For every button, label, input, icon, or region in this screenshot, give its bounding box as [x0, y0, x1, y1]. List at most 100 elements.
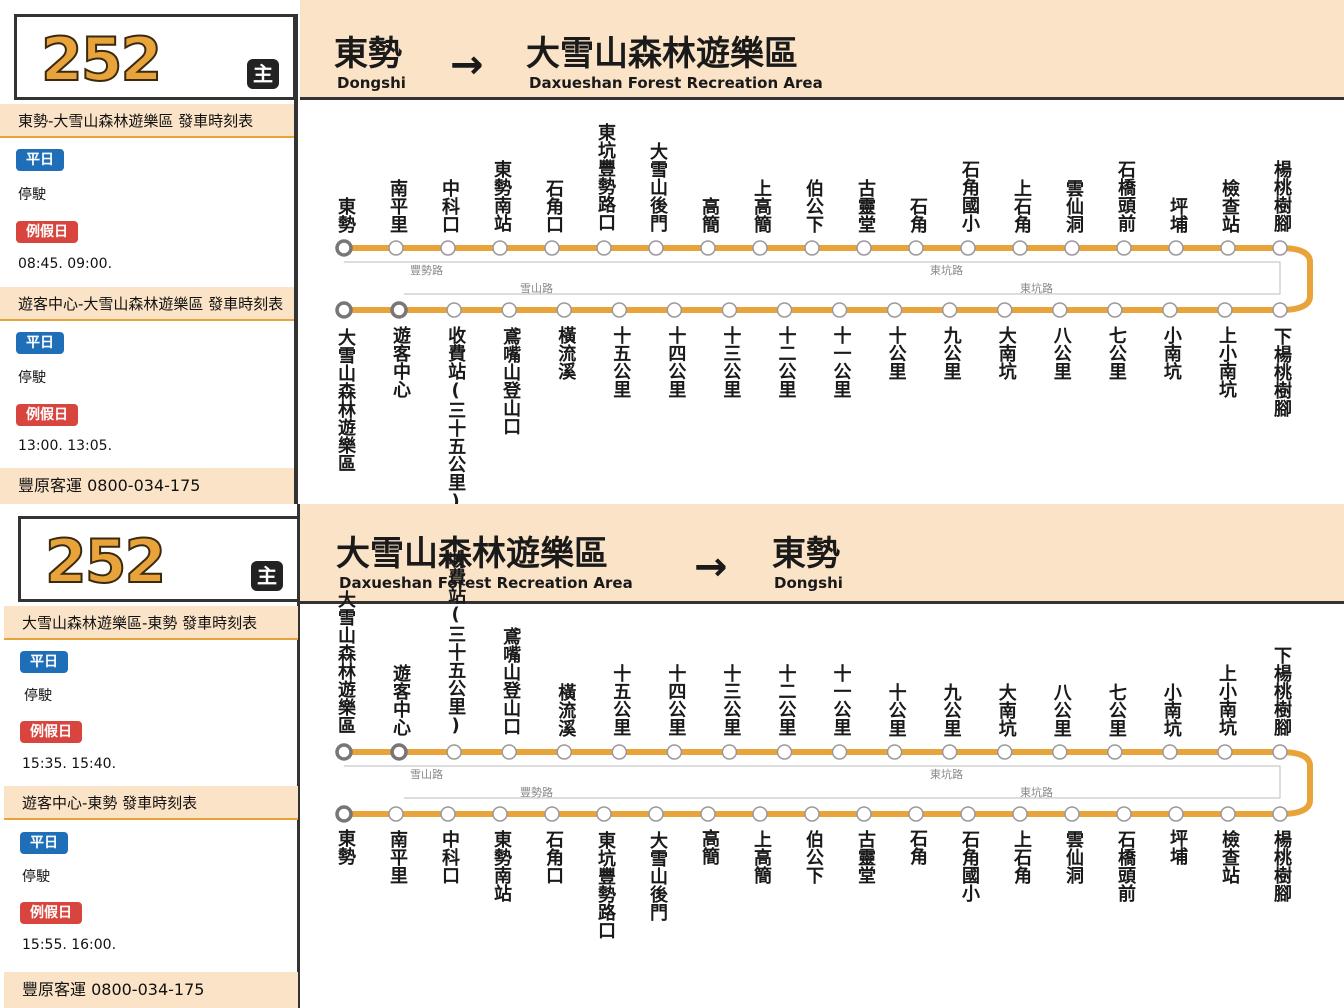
stop-label: 十二公里 — [775, 664, 797, 736]
stop-marker — [335, 301, 353, 319]
stop-label: 九公里 — [940, 325, 962, 380]
stop-label: 大雪山森林遊樂區 — [335, 328, 356, 472]
stop-label: 十一公里 — [830, 664, 852, 736]
stop-label: 七公里 — [1105, 682, 1127, 737]
stop-label: 十二公里 — [775, 326, 797, 398]
stop-marker — [1272, 302, 1288, 318]
road-label: 雪山路 — [520, 282, 553, 295]
stop-marker — [492, 240, 508, 256]
stop-label: 石橋頭前 — [1115, 160, 1136, 232]
road-label: 東坑路 — [1020, 785, 1053, 799]
stop-marker — [1064, 240, 1080, 256]
stop-label: 鳶嘴山登山口 — [500, 327, 522, 435]
stop-label: 小南坑 — [1160, 682, 1182, 737]
stop-label: 十四公里 — [665, 326, 687, 398]
direction-header: 大雪山森林遊樂區 Daxueshan Forest Recreation Are… — [296, 504, 1344, 604]
weekday-badge: 平日 — [16, 332, 64, 354]
stop-marker — [611, 744, 628, 760]
stop-marker — [1168, 806, 1184, 822]
stop-label: 東坑豐勢路口 — [595, 831, 616, 939]
stop-label: 十五公里 — [610, 664, 632, 736]
operator-contact: 豐原客運 0800-034-175 — [0, 468, 294, 504]
stop-marker — [335, 805, 353, 823]
stop-label: 十五公里 — [610, 326, 632, 398]
stop-label: 楊桃樹腳 — [1271, 160, 1292, 232]
road-label: 東坑路 — [1020, 281, 1053, 295]
stop-label: 南平里 — [387, 829, 408, 884]
stop-marker — [752, 240, 768, 256]
origin-stop-name: 東勢 — [334, 34, 402, 74]
stop-label: 上小南坑 — [1215, 326, 1237, 398]
stop-label: 古靈堂 — [855, 829, 876, 884]
stop-label: 大雪山後門 — [647, 830, 668, 921]
stop-marker — [721, 302, 738, 318]
stop-label: 下楊桃樹腳 — [1271, 645, 1292, 736]
stop-marker — [1107, 744, 1123, 760]
stop-marker — [666, 302, 683, 318]
destination-stop-name: 東勢 — [772, 534, 840, 574]
route-badge: 252 主 — [14, 14, 296, 100]
stop-label: 高簡 — [699, 197, 720, 233]
stop-marker — [596, 240, 612, 256]
stop-marker — [1162, 302, 1178, 318]
holiday-times: 08:45. 09:00. — [18, 256, 113, 272]
stop-label: 十一公里 — [830, 326, 852, 398]
stop-marker — [1220, 806, 1236, 822]
stop-label: 七公里 — [1105, 325, 1127, 380]
holiday-times: 13:00. 13:05. — [18, 438, 113, 454]
stop-label: 高簡 — [699, 829, 720, 865]
stop-marker — [446, 744, 462, 760]
road-label: 東坑路 — [930, 767, 963, 781]
road-label: 東坑路 — [930, 263, 963, 277]
schedule-title: 東勢-大雪山森林遊樂區 發車時刻表 — [0, 104, 294, 138]
stop-marker — [776, 744, 793, 760]
stop-label: 十公里 — [885, 682, 907, 737]
stop-label: 八公里 — [1050, 325, 1072, 380]
stop-marker — [335, 743, 353, 761]
stop-marker — [941, 744, 958, 760]
stop-marker — [1064, 806, 1080, 822]
stop-marker — [1272, 806, 1288, 822]
stop-label: 十公里 — [885, 325, 907, 380]
main-line-badge: 主 — [247, 59, 279, 89]
stop-marker — [908, 240, 924, 256]
stop-marker — [752, 806, 768, 822]
direction-arrow-icon: → — [694, 544, 728, 590]
origin-stop-en: Dongshi — [337, 74, 406, 92]
weekday-badge: 平日 — [20, 651, 68, 673]
road-label: 雪山路 — [410, 768, 443, 781]
stop-marker — [390, 301, 408, 319]
origin-stop-en: Daxueshan Forest Recreation Area — [339, 574, 633, 592]
stop-marker — [996, 302, 1013, 318]
stop-label: 上高簡 — [751, 178, 772, 233]
stop-marker — [804, 240, 820, 256]
stop-marker — [1217, 744, 1233, 760]
weekday-times: 停駛 — [24, 688, 52, 704]
stop-label: 橫流溪 — [555, 682, 577, 737]
stop-marker — [544, 806, 560, 822]
stop-marker — [446, 302, 462, 318]
stop-marker — [648, 806, 664, 822]
stop-label: 中科口 — [439, 829, 460, 884]
route-badge: 252 主 — [18, 516, 300, 602]
stop-marker — [1052, 302, 1068, 318]
stop-label: 橫流溪 — [555, 325, 577, 380]
stop-label: 東勢 — [335, 829, 356, 865]
route-line — [344, 749, 1313, 817]
stop-marker — [1012, 240, 1028, 256]
stop-label: 遊客中心 — [390, 326, 412, 398]
stop-label: 遊客中心 — [390, 664, 412, 736]
stop-marker — [666, 744, 683, 760]
stop-marker — [804, 806, 820, 822]
stop-label: 南平里 — [387, 178, 408, 233]
road-guide — [344, 261, 1281, 295]
stop-marker — [440, 240, 456, 256]
weekday-times: 停駛 — [18, 187, 46, 203]
schedule-sidebar: 252 主 大雪山森林遊樂區-東勢 發車時刻表 平日 停駛 例假日 15:35.… — [0, 504, 300, 1008]
stop-label: 大南坑 — [995, 325, 1017, 380]
stop-label: 檢查站 — [1219, 178, 1240, 233]
schedule-title: 遊客中心-東勢 發車時刻表 — [4, 786, 298, 820]
holiday-times: 15:35. 15:40. — [22, 756, 117, 772]
